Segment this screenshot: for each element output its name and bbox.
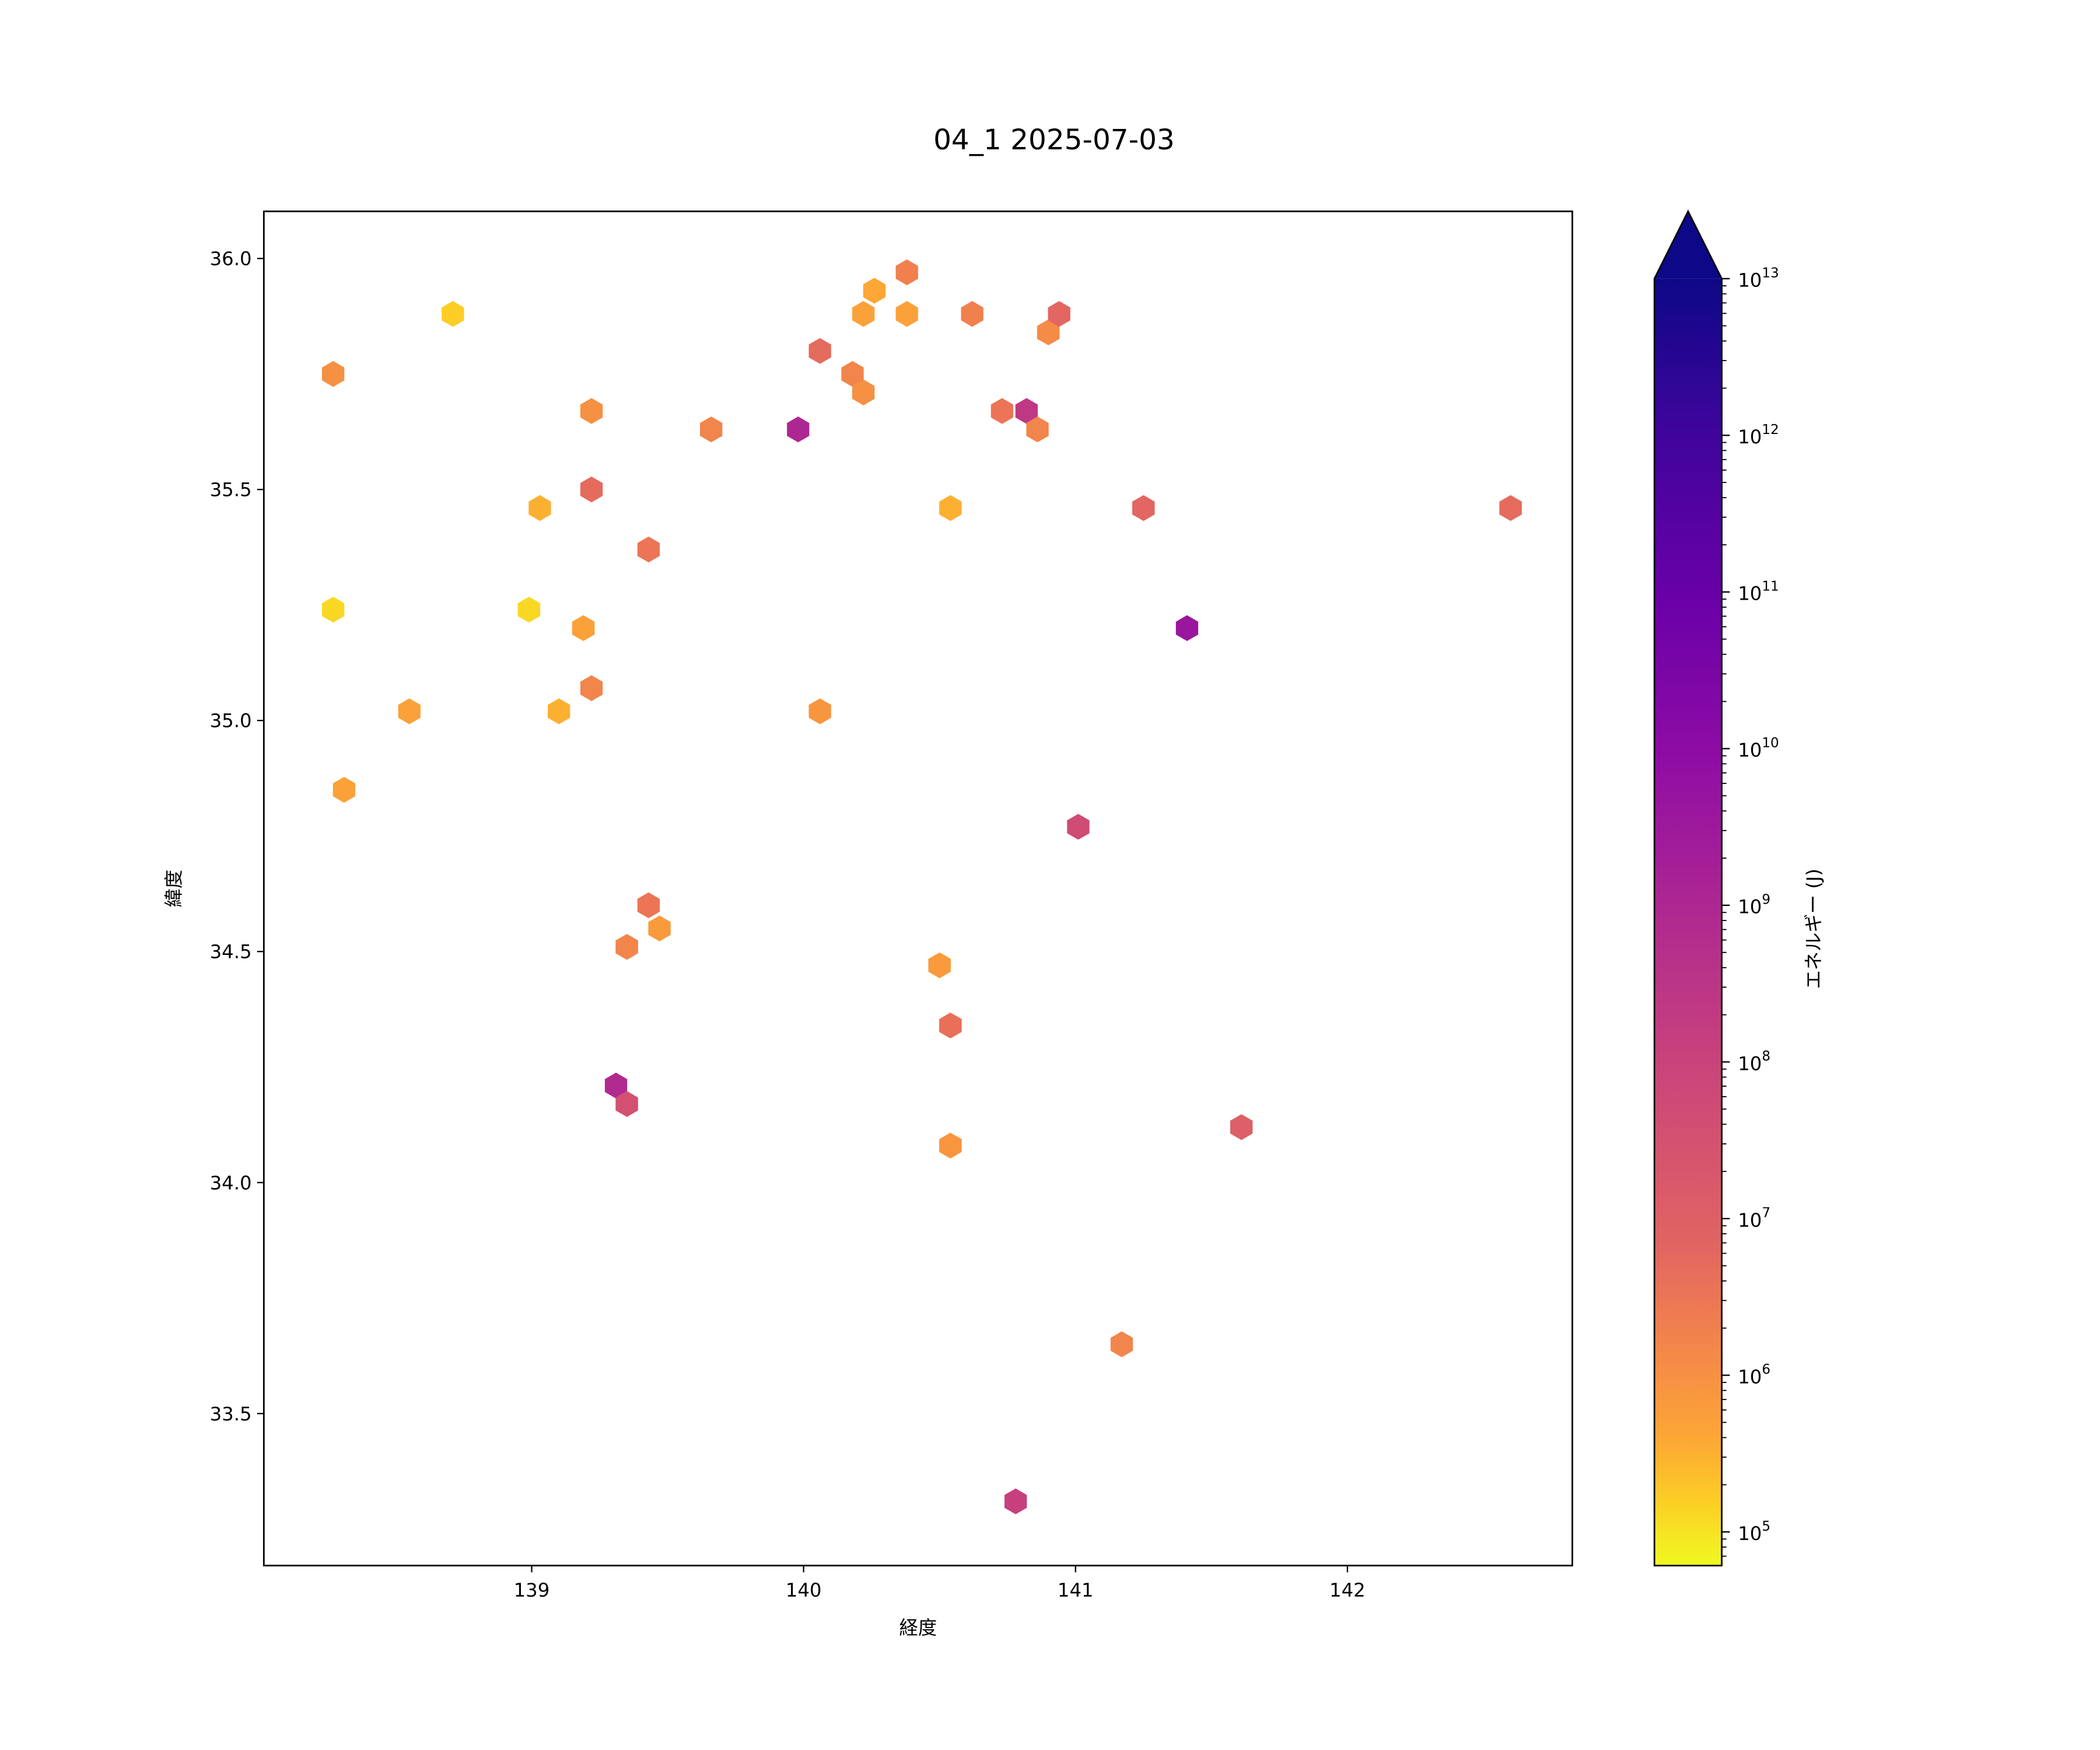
hexbin-cell	[991, 398, 1013, 424]
hexbin-cell	[939, 1132, 962, 1158]
x-tick-label: 142	[1329, 1579, 1366, 1601]
hexbin-cell	[398, 698, 421, 724]
colorbar-gradient	[1654, 278, 1722, 1566]
hexbin-cell	[808, 338, 831, 364]
hexbin-cell	[442, 301, 464, 327]
colorbar-tick-label: 108	[1738, 1049, 1770, 1074]
colorbar-label: エネルギー (J)	[1803, 869, 1825, 989]
hexbin-cell	[1175, 615, 1199, 641]
hexbin-cell	[1067, 814, 1090, 840]
hexbin-cell	[528, 495, 551, 522]
x-tick-label: 140	[786, 1579, 822, 1601]
hexbin-cell	[1026, 416, 1049, 443]
hexbin-cell	[1499, 495, 1522, 522]
x-axis-label: 経度	[900, 1617, 937, 1639]
hexbin-cell	[580, 476, 603, 503]
hexbin-cell	[580, 675, 603, 701]
hexbin-cell	[928, 952, 951, 978]
chart-title: 04_1 2025-07-03	[933, 124, 1175, 156]
x-axis-ticks: 139 140 141 142	[514, 1565, 1366, 1601]
colorbar-tick-label: 107	[1738, 1206, 1770, 1231]
colorbar-frame	[1653, 209, 1723, 1567]
hexbin-cell	[852, 379, 875, 405]
hexbin-cells	[322, 259, 1522, 1514]
x-tick-label: 141	[1058, 1579, 1094, 1601]
hexbin-cell	[615, 934, 638, 960]
hexbin-cell	[637, 536, 660, 563]
hexbin-cell	[332, 776, 355, 803]
x-tick-label: 139	[514, 1579, 550, 1601]
colorbar-tick-label: 1010	[1738, 736, 1779, 761]
y-axis-label: 緯度	[163, 870, 185, 908]
hexbin-cell	[517, 597, 541, 623]
hexbin-cell	[863, 278, 886, 304]
colorbar-tick-label: 109	[1738, 892, 1770, 918]
plot-area-frame	[262, 210, 1573, 1567]
hexbin-cell	[700, 416, 723, 443]
colorbar-tick-label: 1012	[1738, 422, 1779, 448]
colorbar-tick-label: 1011	[1738, 579, 1779, 604]
y-tick-label: 34.0	[210, 1172, 252, 1194]
hexbin-cell	[1005, 1488, 1027, 1514]
hexbin-cell	[322, 360, 345, 387]
hexbin-cell	[1230, 1114, 1253, 1140]
y-axis-ticks: 33.5 34.0 34.5 35.0 35.5 36.0	[210, 248, 264, 1425]
hexbin-cell	[961, 301, 984, 327]
hexbin-cell	[604, 1072, 628, 1099]
y-tick-label: 33.5	[210, 1403, 252, 1425]
y-tick-label: 36.0	[210, 248, 252, 270]
hexbin-cell	[787, 416, 810, 443]
hexbin-cell	[1048, 301, 1070, 327]
colorbar-tick-label: 105	[1738, 1519, 1770, 1545]
colorbar-tick-label: 106	[1738, 1362, 1770, 1388]
hexbin-cell	[808, 698, 831, 724]
hexbin-cell	[548, 698, 570, 724]
hexbin-cell	[637, 892, 660, 919]
hexbin-cell	[939, 495, 962, 522]
hexbin-cell	[895, 259, 918, 285]
hexbin-cell	[572, 615, 595, 641]
y-tick-label: 34.5	[210, 941, 252, 963]
hexbin-cell	[1132, 495, 1155, 522]
y-tick-label: 35.0	[210, 710, 252, 732]
hexbin-cell	[648, 915, 671, 942]
hexbin-cell	[322, 597, 345, 623]
hexbin-cell	[895, 301, 918, 327]
colorbar-ticks: 105 106 107 108 109 1010 1011 1012 1013	[1721, 265, 1779, 1557]
colorbar: 105 106 107 108 109 1010 1011 1012 1013 エネルギー (J…	[1653, 209, 1825, 1567]
y-tick-label: 35.5	[210, 479, 252, 501]
hexbin-cell	[1110, 1331, 1133, 1357]
hexbin-cell	[852, 301, 875, 327]
hexbin-cell	[1015, 398, 1038, 424]
hexbin-cell	[615, 1091, 638, 1117]
hexbin-cell	[1037, 319, 1060, 345]
hexbin-cell	[939, 1012, 962, 1039]
colorbar-tick-label: 1013	[1738, 265, 1779, 291]
hexbin-cell	[841, 360, 864, 387]
colorbar-extend-max-triangle	[1654, 211, 1722, 279]
hexbin-cell	[580, 398, 603, 424]
